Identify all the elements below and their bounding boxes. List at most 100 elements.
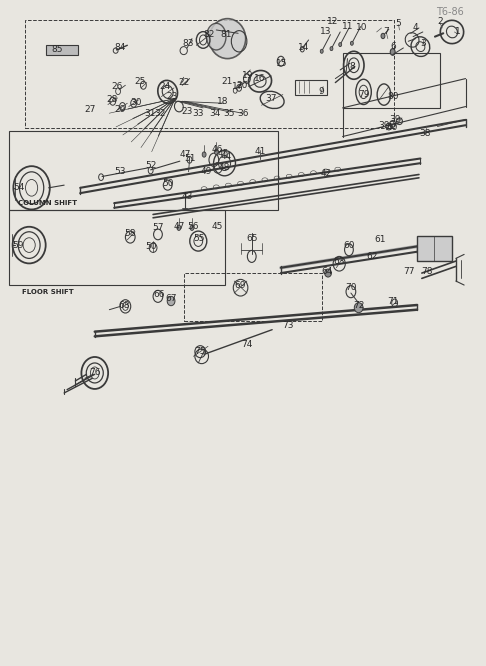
Text: 62: 62 — [366, 252, 378, 261]
Text: 72: 72 — [353, 300, 364, 310]
Text: 23: 23 — [181, 107, 193, 117]
Ellipse shape — [177, 225, 181, 230]
Text: 2: 2 — [437, 17, 443, 26]
Text: 50: 50 — [162, 178, 174, 188]
Text: 5: 5 — [396, 19, 401, 28]
Ellipse shape — [354, 302, 363, 312]
Text: 68: 68 — [118, 300, 130, 310]
Text: 25: 25 — [134, 77, 146, 86]
Text: 6: 6 — [391, 42, 397, 51]
Text: 41: 41 — [254, 147, 266, 157]
Text: 47: 47 — [180, 150, 191, 159]
Text: 59: 59 — [13, 240, 24, 250]
Ellipse shape — [209, 19, 245, 59]
Text: 15: 15 — [276, 59, 288, 68]
Text: 22: 22 — [178, 78, 190, 87]
Text: 50: 50 — [145, 242, 156, 251]
Text: 55: 55 — [193, 234, 205, 243]
Text: 85: 85 — [52, 45, 63, 55]
Text: 19: 19 — [242, 71, 254, 81]
Ellipse shape — [339, 43, 342, 47]
Text: 49: 49 — [201, 167, 212, 176]
Text: 46: 46 — [212, 145, 224, 155]
Text: 65: 65 — [246, 234, 258, 243]
Text: COLUMN SHIFT: COLUMN SHIFT — [18, 200, 77, 206]
Bar — [25, 20, 394, 128]
Text: 42: 42 — [321, 168, 332, 178]
Text: 39: 39 — [378, 121, 390, 130]
Text: 83: 83 — [183, 39, 194, 48]
Ellipse shape — [214, 149, 218, 155]
Text: 80: 80 — [387, 92, 399, 101]
Bar — [343, 53, 440, 108]
Ellipse shape — [202, 152, 206, 157]
Text: 79: 79 — [358, 90, 369, 99]
Text: 14: 14 — [298, 43, 310, 53]
Text: 58: 58 — [124, 228, 136, 238]
Text: 70: 70 — [345, 283, 357, 292]
Bar — [46, 45, 78, 55]
Text: 17: 17 — [232, 82, 244, 91]
Text: 47: 47 — [173, 222, 185, 231]
Text: 23: 23 — [167, 92, 178, 101]
Bar — [9, 131, 278, 210]
Text: 60: 60 — [343, 240, 355, 250]
Text: 75: 75 — [194, 347, 206, 356]
Text: 8: 8 — [349, 62, 355, 71]
Text: 24: 24 — [159, 82, 171, 91]
Text: 45: 45 — [218, 149, 229, 158]
Ellipse shape — [167, 296, 175, 306]
Text: 54: 54 — [14, 183, 25, 192]
Text: 76: 76 — [89, 368, 101, 378]
Text: 28: 28 — [106, 95, 118, 105]
Text: 56: 56 — [188, 222, 199, 231]
Text: 20: 20 — [236, 81, 248, 90]
Ellipse shape — [381, 33, 385, 39]
Text: 43: 43 — [181, 192, 193, 201]
Text: 35: 35 — [224, 109, 235, 118]
Text: 36: 36 — [237, 109, 249, 118]
Text: 11: 11 — [342, 22, 353, 31]
Text: 34: 34 — [209, 109, 221, 118]
Text: FLOOR SHIFT: FLOOR SHIFT — [22, 288, 73, 295]
Ellipse shape — [207, 23, 226, 50]
Text: 77: 77 — [403, 267, 415, 276]
Text: 30: 30 — [130, 98, 142, 107]
Text: 33: 33 — [192, 109, 204, 118]
Ellipse shape — [330, 47, 333, 51]
Text: 12: 12 — [327, 17, 339, 26]
Text: 4: 4 — [413, 23, 418, 33]
Text: 48: 48 — [219, 163, 230, 172]
Ellipse shape — [390, 49, 395, 55]
Text: 16: 16 — [254, 74, 266, 83]
Text: 10: 10 — [356, 23, 368, 33]
Bar — [184, 273, 322, 321]
Bar — [9, 210, 225, 285]
Text: 81: 81 — [220, 30, 232, 39]
Text: 52: 52 — [145, 161, 156, 170]
Text: 26: 26 — [111, 82, 122, 91]
Text: 73: 73 — [282, 320, 294, 330]
Text: 3: 3 — [420, 39, 426, 48]
Text: 66: 66 — [154, 290, 165, 299]
Text: 38: 38 — [419, 129, 431, 138]
Text: 1: 1 — [455, 27, 461, 37]
Text: 53: 53 — [115, 167, 126, 176]
Text: 13: 13 — [320, 27, 331, 37]
Text: 57: 57 — [152, 223, 164, 232]
Text: 29: 29 — [115, 105, 126, 114]
Text: 78: 78 — [421, 267, 433, 276]
Text: 9: 9 — [318, 87, 324, 97]
Bar — [417, 236, 452, 261]
Text: T6-86: T6-86 — [435, 7, 464, 17]
Text: 69: 69 — [235, 280, 246, 290]
Ellipse shape — [350, 41, 353, 45]
Ellipse shape — [320, 49, 323, 53]
Text: 31: 31 — [144, 109, 156, 118]
Text: 21: 21 — [222, 77, 233, 86]
Text: 32: 32 — [155, 109, 166, 118]
Text: 39: 39 — [389, 115, 400, 125]
Text: 64: 64 — [321, 267, 332, 276]
Text: 74: 74 — [241, 340, 253, 350]
Text: 63: 63 — [333, 256, 345, 266]
